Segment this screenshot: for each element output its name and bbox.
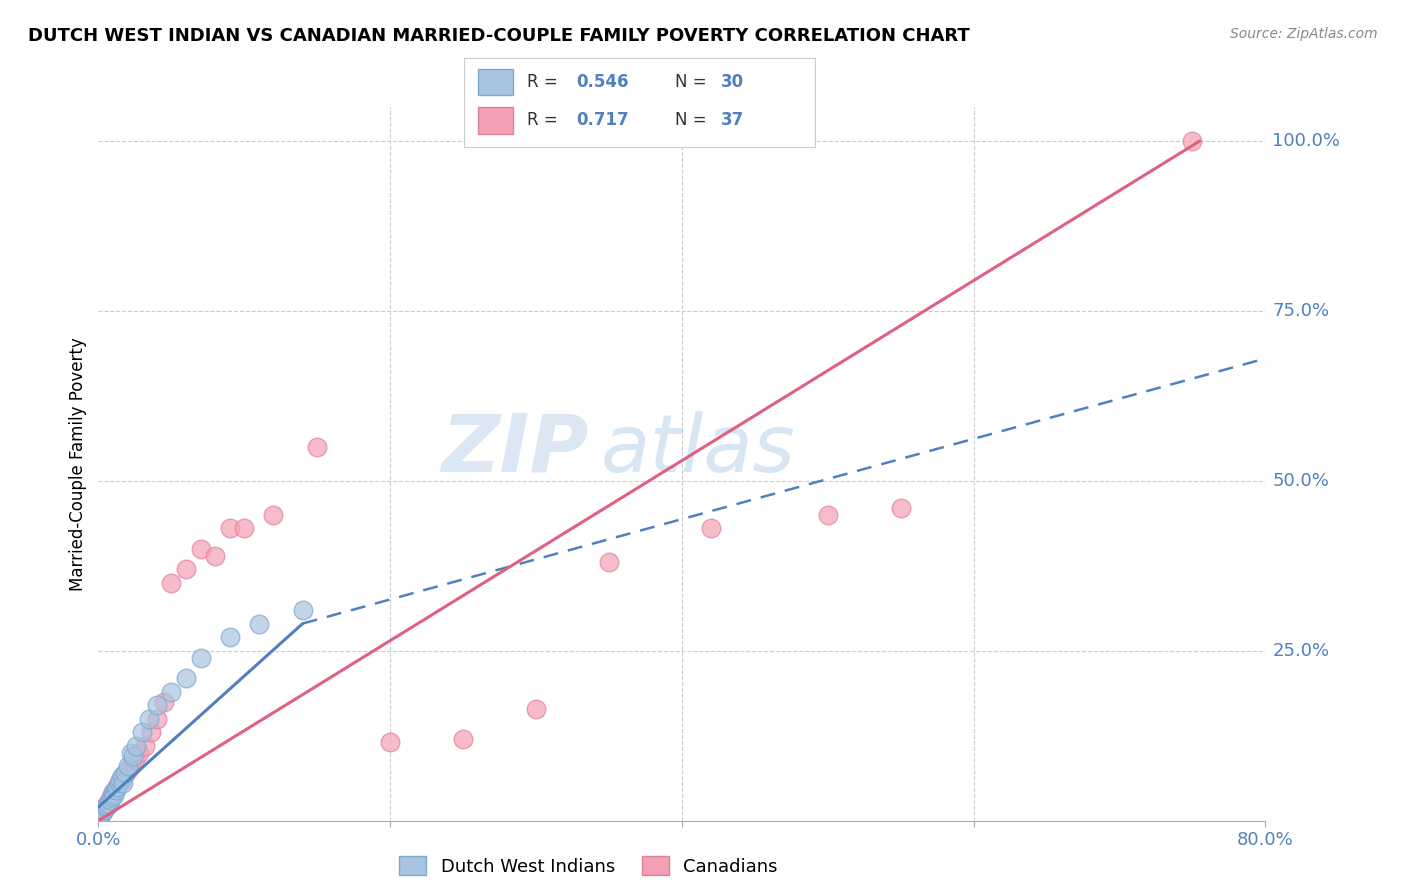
- Point: [190, 541, 212, 556]
- Point: [97, 797, 120, 811]
- Point: [96, 797, 118, 811]
- Point: [114, 766, 136, 780]
- Text: R =: R =: [527, 112, 564, 129]
- Point: [91, 804, 114, 818]
- Point: [598, 555, 620, 569]
- Text: 37: 37: [721, 112, 744, 129]
- Point: [174, 671, 197, 685]
- Point: [174, 562, 197, 576]
- Point: [160, 575, 183, 590]
- Point: [100, 788, 122, 802]
- Point: [101, 787, 124, 801]
- Text: 75.0%: 75.0%: [1272, 301, 1330, 320]
- Point: [94, 798, 117, 813]
- Text: 100.0%: 100.0%: [1272, 132, 1340, 150]
- Point: [90, 806, 112, 821]
- Point: [96, 798, 118, 813]
- Point: [128, 746, 150, 760]
- Point: [120, 746, 142, 760]
- Point: [111, 769, 134, 783]
- Point: [524, 701, 547, 715]
- Point: [117, 763, 139, 777]
- Point: [307, 440, 329, 454]
- Point: [817, 508, 839, 522]
- Point: [120, 759, 142, 773]
- Point: [262, 508, 284, 522]
- Point: [114, 767, 136, 781]
- Point: [93, 801, 115, 815]
- Text: 0.717: 0.717: [576, 112, 628, 129]
- Point: [233, 521, 256, 535]
- Point: [98, 793, 121, 807]
- Text: N =: N =: [675, 73, 711, 91]
- Text: ZIP: ZIP: [441, 410, 589, 489]
- Point: [204, 549, 226, 563]
- Point: [146, 698, 169, 712]
- Text: DUTCH WEST INDIAN VS CANADIAN MARRIED-COUPLE FAMILY POVERTY CORRELATION CHART: DUTCH WEST INDIAN VS CANADIAN MARRIED-CO…: [28, 27, 970, 45]
- Point: [125, 739, 148, 753]
- Text: 25.0%: 25.0%: [1272, 641, 1330, 660]
- Y-axis label: Married-Couple Family Poverty: Married-Couple Family Poverty: [69, 337, 87, 591]
- Point: [94, 800, 117, 814]
- Point: [890, 501, 912, 516]
- Text: 30: 30: [721, 73, 744, 91]
- Point: [98, 792, 121, 806]
- Point: [190, 650, 212, 665]
- Point: [108, 776, 131, 790]
- Point: [100, 789, 122, 804]
- Text: N =: N =: [675, 112, 711, 129]
- Point: [105, 780, 128, 794]
- Point: [153, 695, 176, 709]
- Legend: Dutch West Indians, Canadians: Dutch West Indians, Canadians: [392, 849, 785, 883]
- Point: [124, 752, 146, 766]
- Point: [700, 521, 723, 535]
- Point: [139, 725, 162, 739]
- Point: [104, 783, 127, 797]
- Text: 50.0%: 50.0%: [1272, 472, 1329, 490]
- Point: [146, 712, 169, 726]
- Point: [117, 759, 139, 773]
- Point: [122, 749, 145, 764]
- Point: [134, 739, 156, 753]
- Point: [93, 804, 115, 818]
- Point: [103, 788, 125, 802]
- Text: Source: ZipAtlas.com: Source: ZipAtlas.com: [1230, 27, 1378, 41]
- FancyBboxPatch shape: [478, 69, 513, 95]
- Point: [90, 806, 112, 821]
- Point: [104, 780, 127, 795]
- Point: [138, 712, 160, 726]
- Text: atlas: atlas: [600, 410, 794, 489]
- Point: [218, 630, 240, 644]
- Point: [247, 616, 270, 631]
- Point: [291, 603, 314, 617]
- Point: [110, 772, 132, 787]
- Point: [91, 805, 114, 820]
- Point: [101, 785, 124, 799]
- Point: [1181, 134, 1204, 148]
- Point: [112, 776, 135, 790]
- Point: [451, 732, 474, 747]
- Point: [218, 521, 240, 535]
- FancyBboxPatch shape: [478, 107, 513, 134]
- Point: [160, 684, 183, 698]
- Point: [97, 795, 120, 809]
- Text: R =: R =: [527, 73, 564, 91]
- Text: 0.546: 0.546: [576, 73, 628, 91]
- Point: [108, 776, 131, 790]
- Point: [131, 725, 153, 739]
- Point: [378, 735, 402, 749]
- Point: [111, 772, 134, 787]
